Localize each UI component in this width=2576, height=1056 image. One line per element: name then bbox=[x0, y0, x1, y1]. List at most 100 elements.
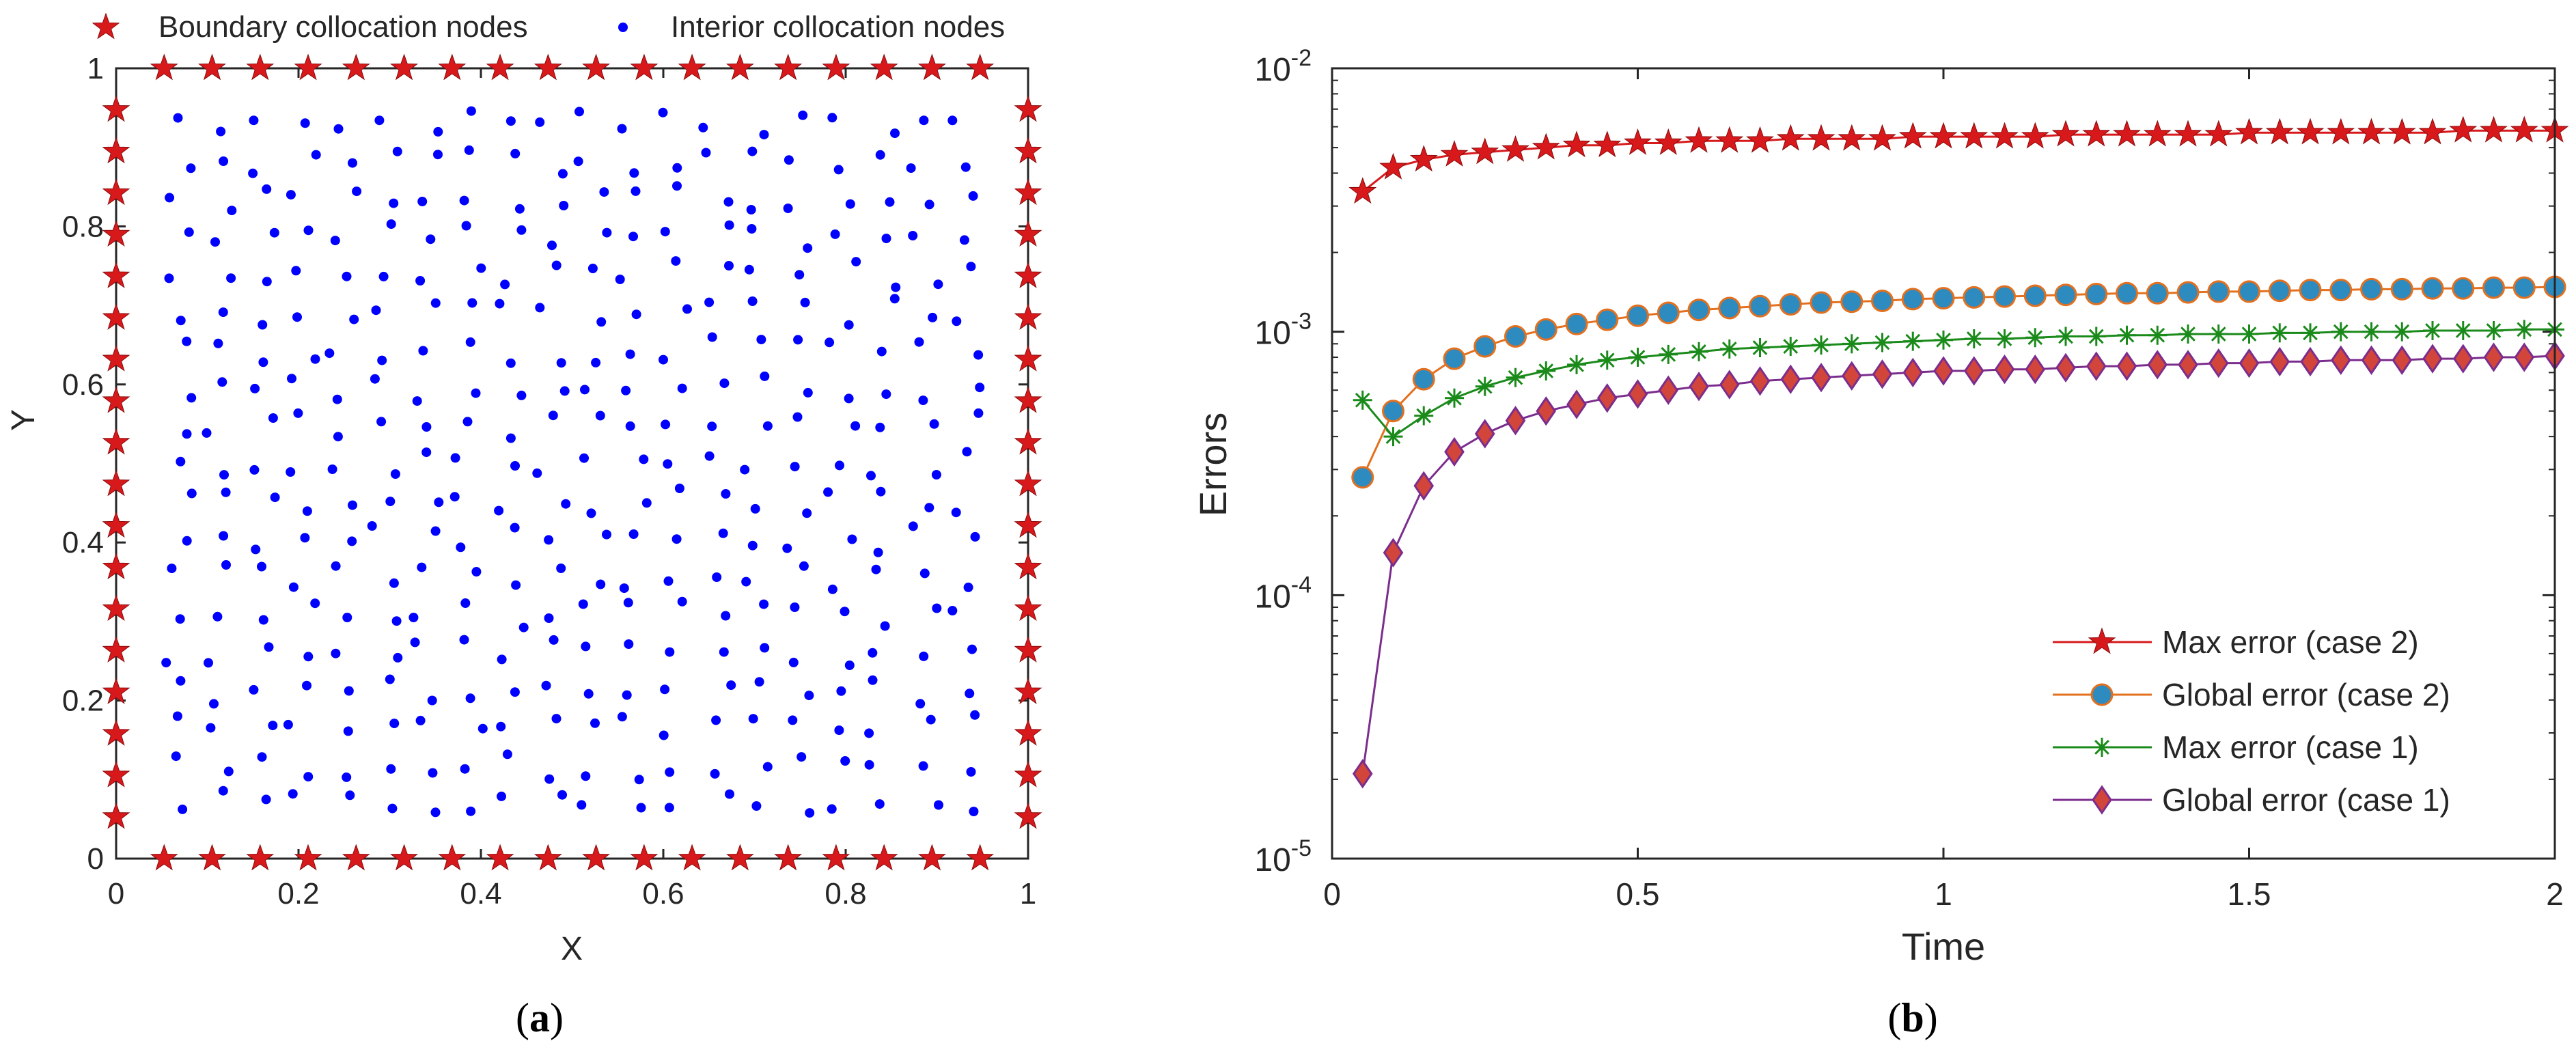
interior-node bbox=[876, 346, 887, 357]
interior-node bbox=[471, 388, 481, 398]
data-point-0 bbox=[2113, 120, 2141, 147]
data-point-0 bbox=[2357, 117, 2385, 145]
x-tick-label-a: 1 bbox=[1020, 877, 1036, 911]
interior-node bbox=[933, 279, 943, 290]
data-point-3 bbox=[1719, 370, 1740, 400]
interior-node bbox=[701, 148, 711, 158]
interior-node bbox=[516, 390, 527, 400]
interior-node bbox=[342, 271, 352, 281]
interior-node bbox=[332, 394, 342, 404]
interior-node bbox=[333, 124, 344, 134]
boundary-node bbox=[102, 469, 130, 497]
interior-node bbox=[218, 786, 228, 796]
interior-node bbox=[833, 165, 844, 175]
interior-node bbox=[167, 564, 177, 574]
interior-node bbox=[844, 393, 854, 404]
legend-interior-label: Interior collocation nodes bbox=[671, 10, 1005, 44]
interior-node bbox=[724, 220, 734, 230]
interior-node bbox=[449, 492, 460, 502]
interior-node bbox=[891, 282, 901, 292]
interior-node bbox=[460, 598, 471, 608]
y-tick-label-a: 0.8 bbox=[62, 210, 104, 243]
interior-node bbox=[342, 613, 352, 622]
interior-node bbox=[805, 808, 815, 818]
interior-node bbox=[428, 768, 438, 778]
interior-node bbox=[924, 199, 934, 210]
boundary-node bbox=[1014, 178, 1042, 206]
interior-node bbox=[288, 582, 299, 592]
boundary-node bbox=[102, 635, 130, 663]
interior-node bbox=[466, 806, 476, 816]
interior-node bbox=[677, 383, 687, 393]
data-point-2 bbox=[1445, 388, 1464, 408]
interior-node bbox=[430, 526, 441, 536]
interior-node bbox=[827, 113, 837, 123]
data-point-1 bbox=[1687, 298, 1711, 322]
legend-label-3: Global error (case 1) bbox=[2162, 782, 2450, 818]
interior-node bbox=[622, 690, 632, 700]
data-point-0 bbox=[1409, 145, 1438, 172]
interior-node bbox=[511, 580, 521, 590]
interior-node bbox=[389, 578, 399, 588]
interior-node bbox=[800, 297, 810, 307]
interior-node bbox=[268, 721, 278, 731]
interior-node bbox=[557, 790, 567, 800]
boundary-node bbox=[102, 760, 130, 788]
interior-node bbox=[851, 257, 861, 267]
interior-node bbox=[587, 264, 598, 273]
interior-node bbox=[596, 317, 607, 327]
data-point-0 bbox=[1501, 135, 1529, 162]
interior-node bbox=[327, 464, 337, 474]
interior-node bbox=[418, 346, 428, 356]
interior-node bbox=[889, 294, 900, 304]
interior-node bbox=[914, 337, 924, 347]
interior-node bbox=[929, 419, 939, 429]
boundary-node bbox=[198, 844, 226, 871]
data-point-3 bbox=[2269, 346, 2290, 377]
legend-boundary-star-icon bbox=[92, 12, 120, 40]
panel-label-a: (a) bbox=[516, 995, 564, 1040]
boundary-node bbox=[102, 677, 130, 704]
data-point-1 bbox=[1504, 325, 1527, 348]
interior-node bbox=[371, 305, 381, 316]
interior-node bbox=[868, 648, 878, 658]
interior-node bbox=[864, 728, 874, 738]
data-point-3 bbox=[2147, 350, 2168, 380]
interior-node bbox=[535, 117, 545, 127]
interior-node bbox=[951, 508, 961, 518]
interior-node bbox=[578, 599, 588, 609]
interior-node bbox=[300, 118, 310, 128]
data-point-0 bbox=[1685, 126, 1713, 153]
interior-node bbox=[881, 389, 891, 400]
interior-node bbox=[634, 775, 644, 785]
data-point-2 bbox=[2239, 324, 2259, 344]
boundary-node bbox=[582, 844, 611, 871]
interior-node bbox=[793, 335, 803, 345]
interior-node bbox=[226, 273, 236, 283]
data-point-0 bbox=[2449, 115, 2478, 143]
interior-node bbox=[726, 680, 736, 691]
x-axis-label-b: Time bbox=[1902, 925, 1985, 968]
data-point-1 bbox=[1657, 301, 1680, 324]
data-point-1 bbox=[2360, 277, 2383, 301]
interior-node bbox=[249, 464, 260, 475]
data-point-0 bbox=[1562, 130, 1591, 158]
interior-node bbox=[834, 725, 844, 736]
interior-node bbox=[505, 358, 516, 368]
interior-node bbox=[875, 422, 885, 432]
interior-node bbox=[868, 675, 878, 685]
interior-node bbox=[906, 163, 916, 173]
data-point-1 bbox=[1412, 367, 1435, 391]
interior-node bbox=[782, 543, 792, 553]
data-point-0 bbox=[2021, 122, 2049, 149]
interior-node bbox=[967, 644, 977, 654]
interior-node bbox=[836, 686, 846, 696]
boundary-node bbox=[966, 53, 995, 81]
data-point-3 bbox=[1811, 363, 1831, 393]
data-point-3 bbox=[1933, 356, 1954, 386]
interior-node bbox=[577, 800, 587, 810]
interior-node bbox=[962, 447, 972, 457]
boundary-node bbox=[102, 511, 130, 538]
y-tick-label-b: 10-4 bbox=[1254, 572, 1312, 615]
interior-node bbox=[718, 528, 728, 538]
